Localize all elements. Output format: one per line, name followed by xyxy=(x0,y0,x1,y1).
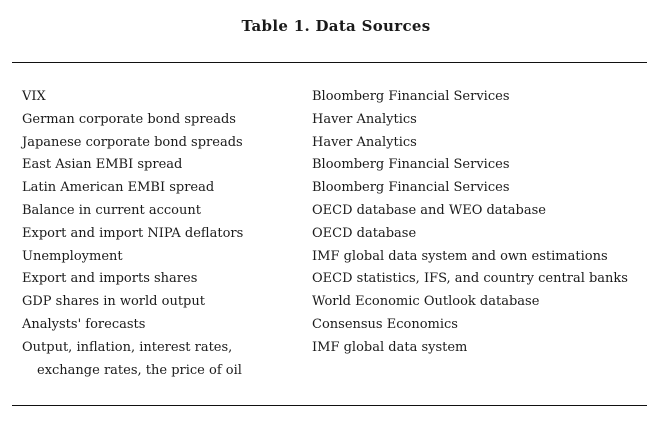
variable-cell: Balance in current account xyxy=(22,202,201,218)
variable-cell: Analysts' forecasts xyxy=(22,316,146,332)
variable-cell: Unemployment xyxy=(22,248,123,264)
table-row: Balance in current account OECD database … xyxy=(0,201,672,224)
variable-cell: Export and imports shares xyxy=(22,271,198,287)
source-cell: OECD database xyxy=(312,225,417,241)
source-cell: OECD statistics, IFS, and country centra… xyxy=(312,271,628,287)
variable-cell: VIX xyxy=(22,89,46,104)
source-cell: OECD database and WEO database xyxy=(312,202,546,218)
variable-cell: GDP shares in world output xyxy=(22,294,205,310)
variable-cell: Japanese corporate bond spreads xyxy=(22,134,243,150)
table-row: Japanese corporate bond spreads Haver Ana… xyxy=(0,133,672,156)
table-row: Output, inflation, interest rates, IMF gl… xyxy=(0,338,672,361)
variable-cell: German corporate bond spreads xyxy=(22,111,236,127)
source-cell: Haver Analytics xyxy=(312,134,417,150)
table-row: Analysts' forecasts Consensus Economics xyxy=(0,315,672,338)
source-cell: IMF global data system xyxy=(312,339,468,355)
variable-cell: exchange rates, the price of oil xyxy=(37,362,242,378)
data-sources-table: VIX Bloomberg Financial Services German co… xyxy=(0,87,672,383)
bottom-rule xyxy=(12,405,647,406)
table-row: Latin American EMBI spread Bloomberg Fina… xyxy=(0,178,672,201)
top-rule xyxy=(12,62,647,63)
source-cell: Bloomberg Financial Services xyxy=(312,89,510,104)
source-cell: Bloomberg Financial Services xyxy=(312,180,510,196)
source-cell: Consensus Economics xyxy=(312,316,458,332)
table-row: East Asian EMBI spread Bloomberg Financia… xyxy=(0,155,672,178)
variable-cell: Latin American EMBI spread xyxy=(22,180,215,196)
table-row: Export and import NIPA deflators OECD dat… xyxy=(0,224,672,247)
table-row: German corporate bond spreads Haver Analy… xyxy=(0,110,672,133)
variable-cell: East Asian EMBI spread xyxy=(22,157,183,173)
table-row: VIX Bloomberg Financial Services xyxy=(0,87,672,110)
table-row: Unemployment IMF global data system and o… xyxy=(0,247,672,270)
table-row: exchange rates, the price of oil xyxy=(0,361,672,384)
source-cell: World Economic Outlook database xyxy=(312,294,540,310)
table-title: Table 1. Data Sources xyxy=(241,17,431,35)
source-cell: IMF global data system and own estimatio… xyxy=(312,248,608,264)
source-cell: Bloomberg Financial Services xyxy=(312,157,510,173)
table-row: Export and imports shares OECD statistics… xyxy=(0,269,672,292)
variable-cell: Export and import NIPA deflators xyxy=(22,225,244,241)
source-cell: Haver Analytics xyxy=(312,111,417,127)
variable-cell: Output, inflation, interest rates, xyxy=(22,339,233,355)
table-row: GDP shares in world output World Economic… xyxy=(0,292,672,315)
